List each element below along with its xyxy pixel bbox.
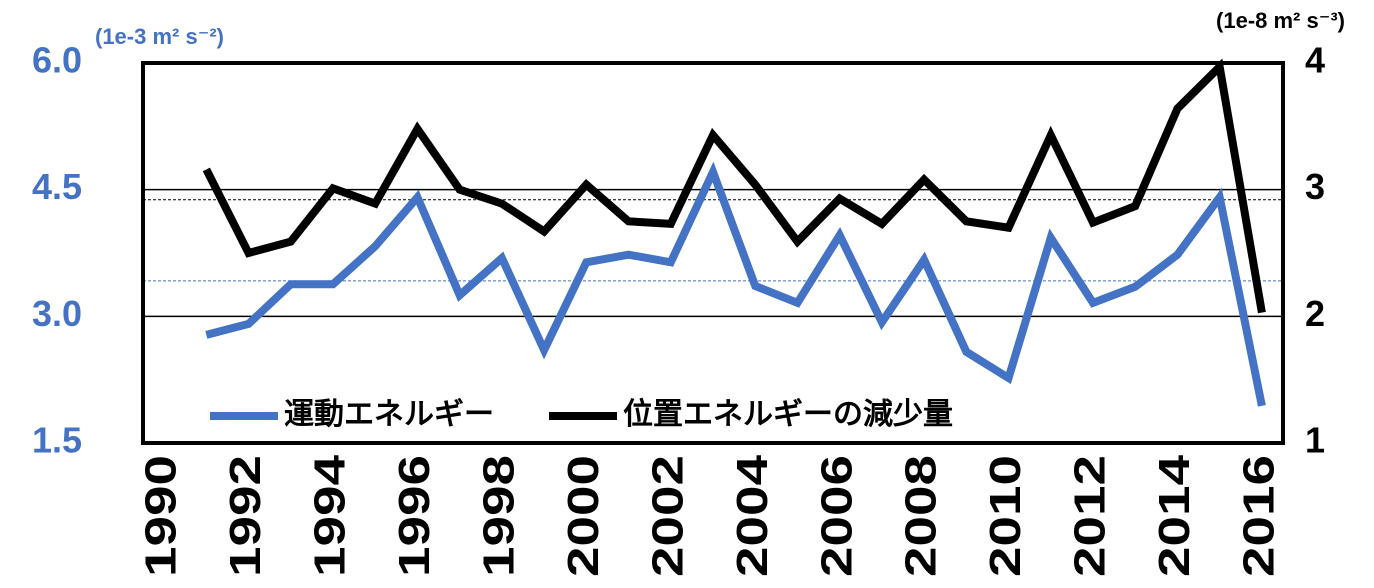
x-tick-label: 1998 bbox=[475, 455, 524, 577]
y-tick-label: 3.0 bbox=[32, 293, 82, 334]
x-tick-label: 2002 bbox=[643, 455, 692, 577]
y-tick-label: 6.0 bbox=[32, 40, 82, 81]
x-tick-label: 1996 bbox=[390, 455, 439, 577]
legend-label: 位置エネルギーの減少量 bbox=[623, 397, 953, 431]
x-tick-label: 2006 bbox=[812, 455, 861, 577]
y-tick-label: 4.5 bbox=[32, 166, 82, 207]
x-tick-label: 1990 bbox=[137, 455, 186, 577]
y-axis-unit: (1e-3 m² s⁻²) bbox=[95, 24, 224, 49]
y2-tick-label: 2 bbox=[1305, 293, 1325, 334]
y2-axis-unit: (1e-8 m² s⁻³) bbox=[1216, 8, 1345, 33]
x-tick-label: 1992 bbox=[221, 455, 270, 577]
plot-border bbox=[141, 61, 1285, 445]
x-tick-label: 2010 bbox=[981, 455, 1030, 577]
y2-tick-label: 4 bbox=[1305, 40, 1325, 81]
x-tick-label: 2004 bbox=[728, 454, 777, 577]
x-tick-label: 1994 bbox=[306, 454, 355, 577]
series-line bbox=[202, 58, 1266, 314]
x-tick-label: 2008 bbox=[897, 455, 946, 577]
series-line bbox=[205, 161, 1266, 407]
x-tick-label: 2016 bbox=[1235, 455, 1284, 577]
y2-tick-label: 1 bbox=[1305, 420, 1325, 461]
x-tick-label: 2012 bbox=[1066, 455, 1115, 577]
y2-tick-label: 3 bbox=[1305, 166, 1325, 207]
legend-label: 運動エネルギー bbox=[284, 398, 494, 431]
y-tick-label: 1.5 bbox=[32, 420, 82, 461]
x-tick-label: 2000 bbox=[559, 455, 608, 577]
x-tick-label: 2014 bbox=[1150, 454, 1199, 577]
